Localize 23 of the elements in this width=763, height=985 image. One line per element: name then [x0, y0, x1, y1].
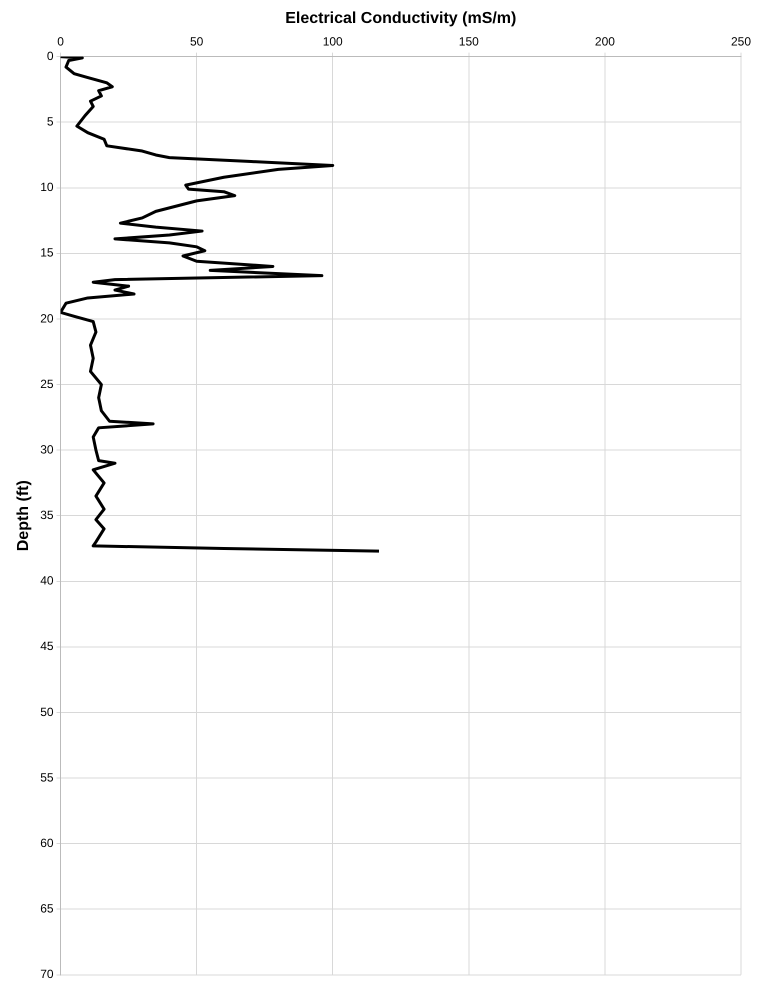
- y-tick-label: 55: [40, 770, 54, 784]
- y-tick-label: 30: [40, 442, 54, 456]
- x-tick-label: 100: [322, 34, 344, 49]
- y-tick-label: 45: [40, 639, 54, 654]
- y-axis-title: Depth (ft): [15, 480, 32, 552]
- x-tick-label: 200: [594, 34, 616, 49]
- y-tick-label: 70: [40, 967, 54, 982]
- x-tick-label: 150: [458, 34, 480, 49]
- y-tick-label: 25: [40, 376, 54, 391]
- y-tick-label: 15: [40, 246, 54, 260]
- y-tick-label: 10: [40, 180, 54, 194]
- x-tick-label: 0: [57, 34, 64, 49]
- y-tick-label: 5: [46, 114, 54, 128]
- y-tick-label: 20: [40, 311, 54, 326]
- y-tick-label: 40: [40, 574, 54, 588]
- y-tick-label: 0: [46, 48, 54, 63]
- y-tick-label: 65: [40, 902, 54, 916]
- x-axis-title: Electrical Conductivity (mS/m): [285, 10, 516, 28]
- x-tick-label: 50: [190, 34, 204, 49]
- y-tick-label: 60: [40, 836, 54, 850]
- y-tick-label: 35: [40, 508, 54, 522]
- x-tick-label: 250: [730, 34, 752, 49]
- y-tick-label: 50: [40, 704, 54, 719]
